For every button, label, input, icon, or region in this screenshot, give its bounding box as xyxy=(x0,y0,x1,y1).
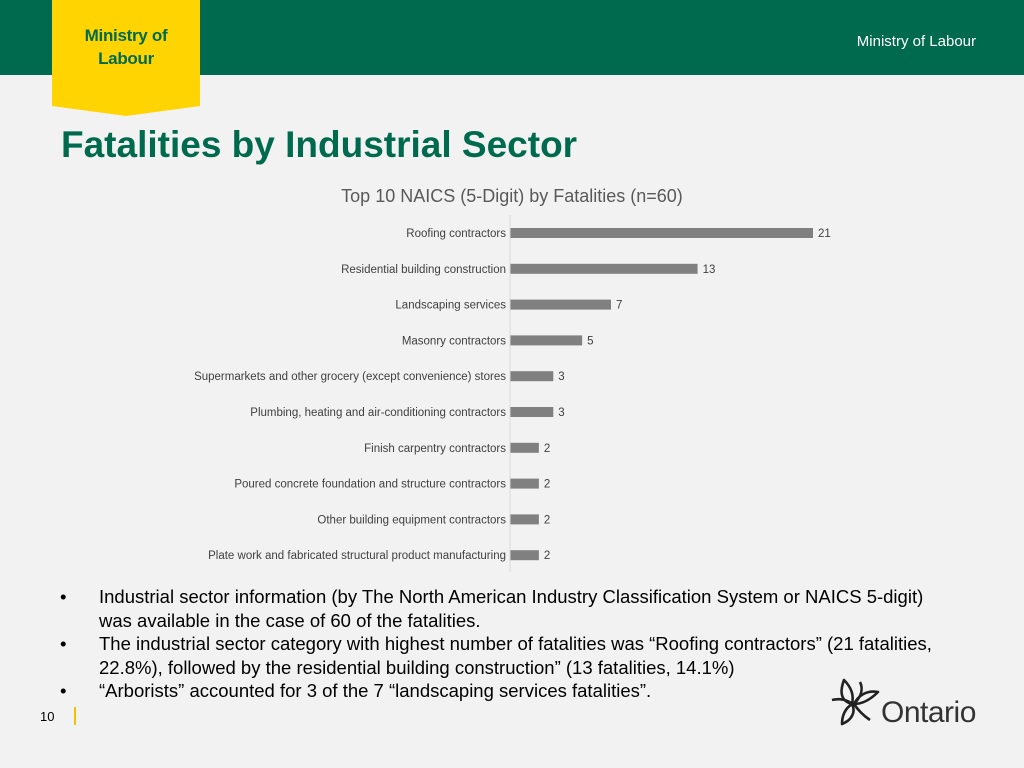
bar-2 xyxy=(510,263,698,274)
bullet-item: Industrial sector information (by The No… xyxy=(60,585,960,632)
data-label: 3 xyxy=(558,371,564,383)
fatalities-bar-chart: Top 10 NAICS (5-Digit) by Fatalities (n=… xyxy=(194,186,831,572)
category-label: Masonry contractors xyxy=(402,335,506,347)
data-label: 2 xyxy=(544,550,550,562)
category-label: Residential building construction xyxy=(341,264,506,276)
page-title: Fatalities by Industrial Sector xyxy=(61,124,578,165)
data-label: 7 xyxy=(616,300,622,312)
bar-7 xyxy=(510,442,539,453)
data-label: 21 xyxy=(818,228,831,240)
header-title: Ministry of Labour xyxy=(856,33,976,50)
category-label: Finish carpentry contractors xyxy=(364,443,506,455)
bullet-item: The industrial sector category with high… xyxy=(60,632,960,679)
data-label: 3 xyxy=(558,407,564,419)
badge-text: Ministry of Labour xyxy=(52,24,200,70)
bar-10 xyxy=(510,550,539,561)
category-label: Plate work and fabricated structural pro… xyxy=(208,550,506,562)
bar-4 xyxy=(510,335,583,346)
page-number: 10 xyxy=(40,709,55,724)
bullet-item: “Arborists” accounted for 3 of the 7 “la… xyxy=(60,679,960,703)
bullet-list: Industrial sector information (by The No… xyxy=(60,585,960,703)
category-label: Supermarkets and other grocery (except c… xyxy=(194,371,506,383)
page-divider xyxy=(74,707,76,725)
badge-line-1: Ministry of xyxy=(84,26,168,45)
data-label: 2 xyxy=(544,443,550,455)
category-label: Other building equipment contractors xyxy=(317,514,506,526)
data-label: 13 xyxy=(703,264,716,276)
ontario-logo: Ontario xyxy=(830,676,990,736)
category-label: Roofing contractors xyxy=(406,228,506,240)
ministry-badge: Ministry of Labour xyxy=(52,0,200,116)
chart-title: Top 10 NAICS (5-Digit) by Fatalities (n=… xyxy=(341,186,683,206)
category-label: Plumbing, heating and air-conditioning c… xyxy=(250,407,506,419)
logo-text: Ontario xyxy=(881,696,976,729)
bar-1 xyxy=(510,228,813,238)
bar-5 xyxy=(510,371,554,382)
trillium-icon xyxy=(831,678,880,726)
bar-9 xyxy=(510,514,539,525)
badge-line-2: Labour xyxy=(98,49,154,68)
category-label: Landscaping services xyxy=(395,300,506,312)
data-label: 2 xyxy=(544,514,550,526)
badge-shape xyxy=(52,0,200,116)
data-label: 5 xyxy=(587,335,593,347)
bar-8 xyxy=(510,478,539,489)
data-label: 2 xyxy=(544,479,550,491)
bar-3 xyxy=(510,299,611,310)
bar-6 xyxy=(510,407,554,417)
category-label: Poured concrete foundation and structure… xyxy=(234,479,506,491)
